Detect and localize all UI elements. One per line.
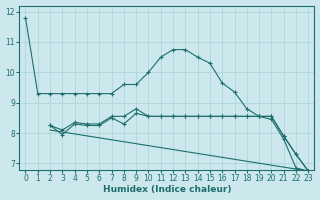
X-axis label: Humidex (Indice chaleur): Humidex (Indice chaleur) <box>103 185 231 194</box>
